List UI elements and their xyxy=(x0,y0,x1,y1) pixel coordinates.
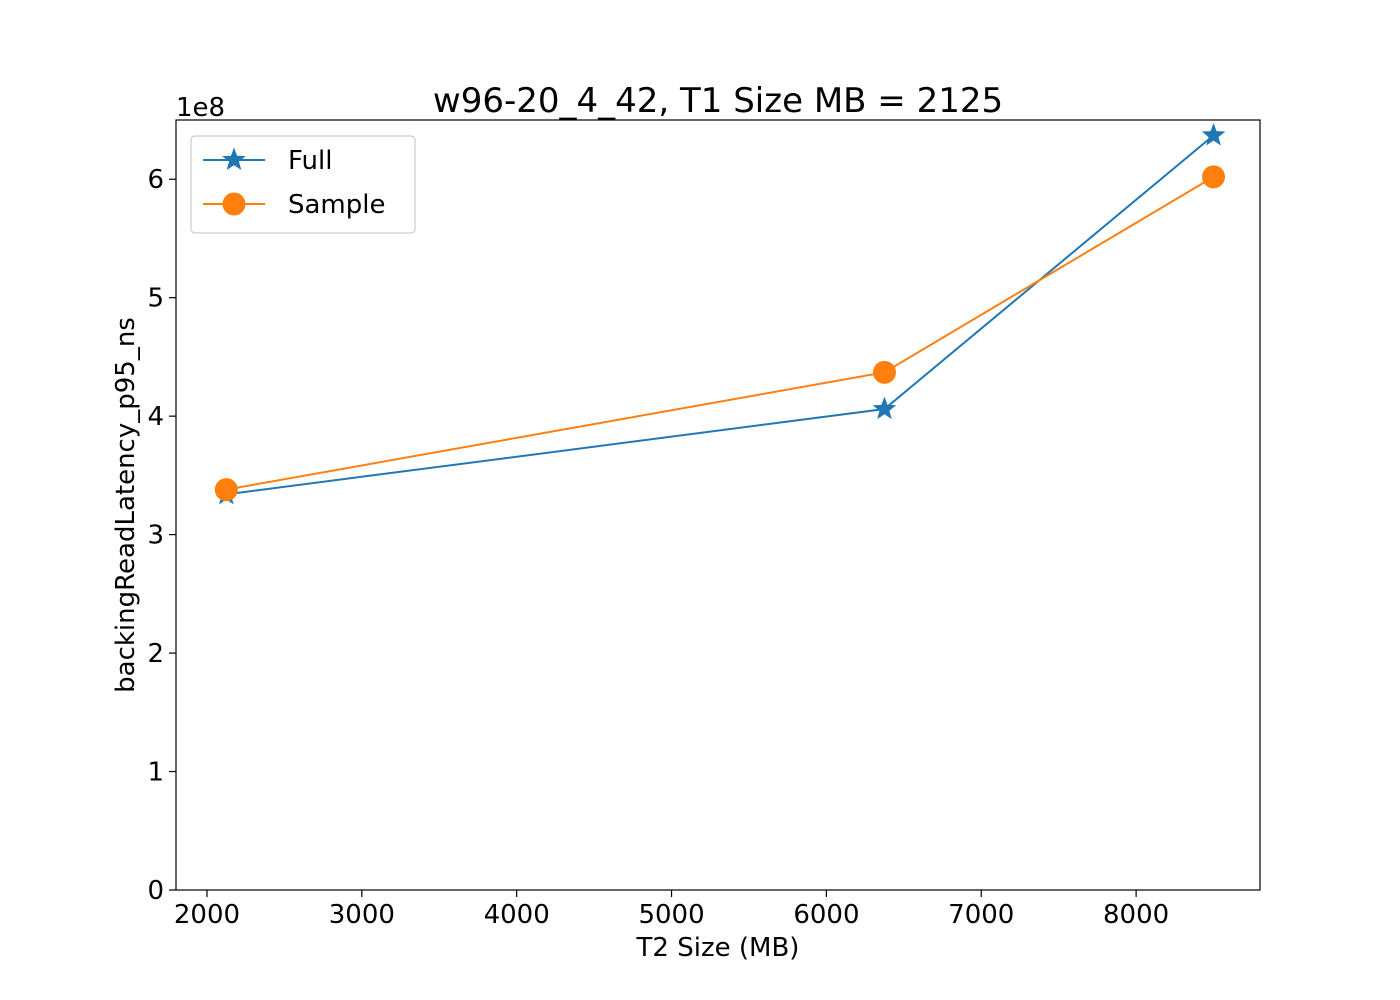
data-point-full xyxy=(1201,122,1226,146)
data-point-full xyxy=(872,396,897,420)
y-tick-label: 1 xyxy=(147,758,164,788)
legend-label-full: Full xyxy=(288,146,332,176)
y-tick-label: 5 xyxy=(147,284,164,314)
data-point-sample xyxy=(1202,165,1226,189)
legend-marker-full xyxy=(222,147,246,171)
plot-frame xyxy=(175,119,1261,891)
x-tick-label: 6000 xyxy=(793,900,859,930)
y-tick-label: 6 xyxy=(147,165,164,195)
y-tick-label: 4 xyxy=(147,402,164,432)
x-tick-label: 5000 xyxy=(638,900,704,930)
legend-label-sample: Sample xyxy=(288,190,386,220)
x-axis-label: T2 Size (MB) xyxy=(636,933,800,963)
legend: Full Sample xyxy=(190,135,416,234)
data-point-sample xyxy=(214,478,238,502)
legend-marker-sample xyxy=(222,192,246,216)
plot-area: 2000 3000 4000 5000 6000 7000 8000 0 1 2 3 4 5 6 xyxy=(147,119,1261,930)
x-tick-label: 8000 xyxy=(1103,900,1169,930)
y-axis-multiplier: 1e8 xyxy=(176,93,225,123)
data-point-sample xyxy=(872,360,896,384)
x-tick-label: 2000 xyxy=(174,900,240,930)
x-tick-label: 4000 xyxy=(484,900,550,930)
chart-title: w96-20_4_42, T1 Size MB = 2125 xyxy=(433,81,1003,121)
y-tick-label: 2 xyxy=(147,639,164,669)
y-tick-label: 3 xyxy=(147,521,164,551)
x-tick-label: 3000 xyxy=(329,900,395,930)
y-tick-label: 0 xyxy=(147,876,164,906)
y-axis-label: backingReadLatency_p95_ns xyxy=(111,317,141,693)
x-tick-label: 7000 xyxy=(948,900,1014,930)
